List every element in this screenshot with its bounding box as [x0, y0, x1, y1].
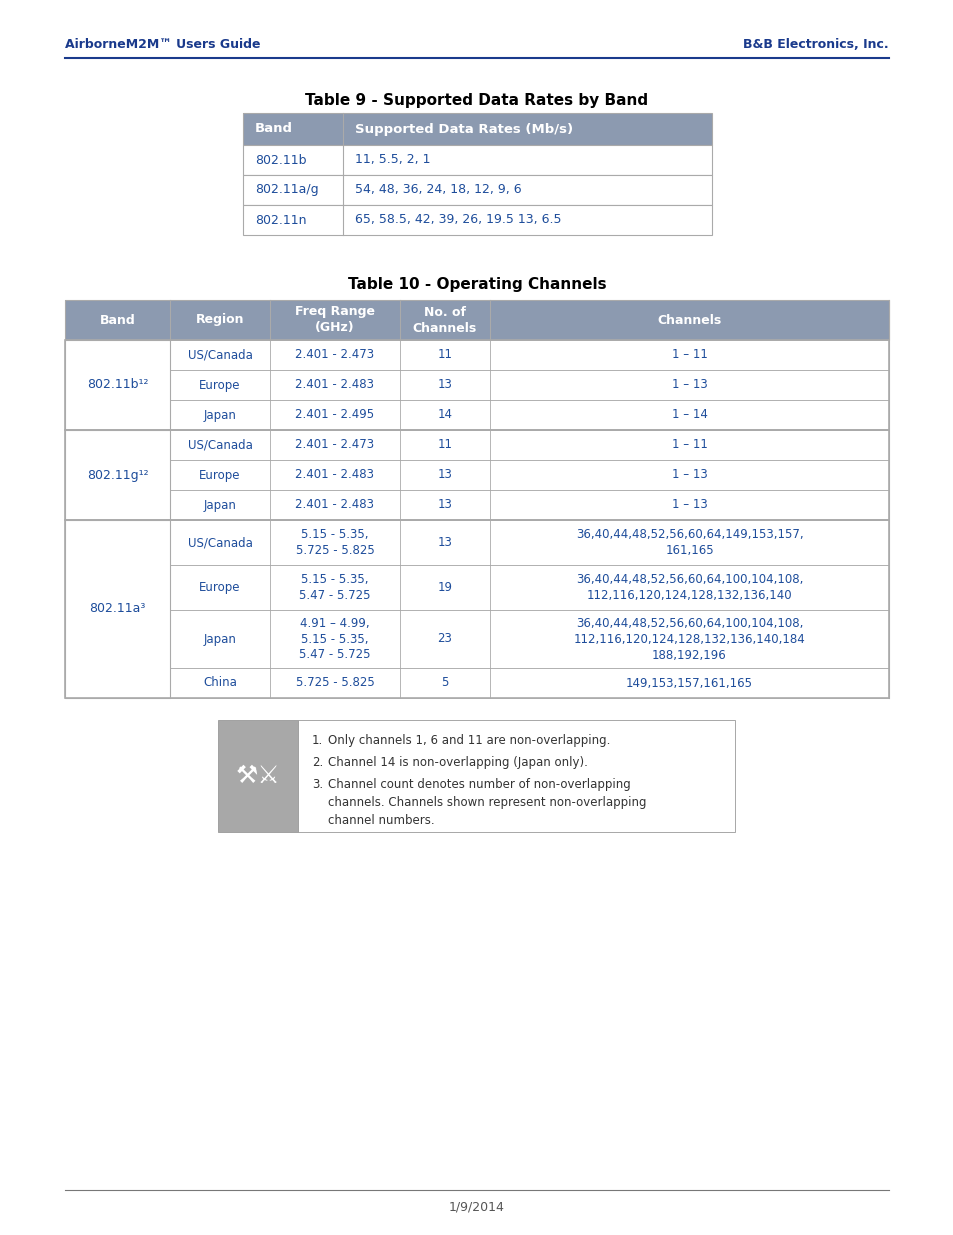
Text: No. of
Channels: No. of Channels — [413, 305, 476, 335]
Text: 13: 13 — [437, 499, 452, 511]
Text: 2.401 - 2.495: 2.401 - 2.495 — [295, 409, 375, 421]
Text: 13: 13 — [437, 536, 452, 550]
Text: 65, 58.5, 42, 39, 26, 19.5 13, 6.5: 65, 58.5, 42, 39, 26, 19.5 13, 6.5 — [355, 214, 561, 226]
Text: Table 10 - Operating Channels: Table 10 - Operating Channels — [347, 278, 606, 293]
Text: 11: 11 — [437, 348, 452, 362]
Text: Japan: Japan — [203, 499, 236, 511]
Text: Europe: Europe — [199, 378, 240, 391]
Text: Table 9 - Supported Data Rates by Band: Table 9 - Supported Data Rates by Band — [305, 93, 648, 107]
Bar — [65, 340, 170, 430]
Text: 13: 13 — [437, 468, 452, 482]
Bar — [297, 720, 734, 832]
Bar — [243, 144, 711, 175]
Text: 5.15 - 5.35,
5.725 - 5.825: 5.15 - 5.35, 5.725 - 5.825 — [295, 529, 374, 557]
Bar — [65, 490, 888, 520]
Text: 802.11b: 802.11b — [254, 153, 306, 167]
Text: ⚒⚔: ⚒⚔ — [235, 764, 280, 788]
Text: 14: 14 — [437, 409, 452, 421]
Bar — [65, 610, 888, 668]
Text: 36,40,44,48,52,56,60,64,100,104,108,
112,116,120,124,128,132,136,140,184
188,192: 36,40,44,48,52,56,60,64,100,104,108, 112… — [573, 616, 804, 662]
Bar — [65, 430, 888, 459]
Bar — [65, 668, 888, 698]
Text: 36,40,44,48,52,56,60,64,100,104,108,
112,116,120,124,128,132,136,140: 36,40,44,48,52,56,60,64,100,104,108, 112… — [576, 573, 802, 601]
Bar — [243, 112, 711, 144]
Text: 1 – 13: 1 – 13 — [671, 468, 706, 482]
Text: 2.401 - 2.473: 2.401 - 2.473 — [295, 348, 375, 362]
Text: 54, 48, 36, 24, 18, 12, 9, 6: 54, 48, 36, 24, 18, 12, 9, 6 — [355, 184, 521, 196]
Bar — [65, 340, 888, 370]
Text: 802.11n: 802.11n — [254, 214, 306, 226]
Text: 2.401 - 2.483: 2.401 - 2.483 — [295, 499, 375, 511]
Text: 5.15 - 5.35,
5.47 - 5.725: 5.15 - 5.35, 5.47 - 5.725 — [299, 573, 371, 601]
Text: Freq Range
(GHz): Freq Range (GHz) — [294, 305, 375, 335]
Text: 1/9/2014: 1/9/2014 — [449, 1200, 504, 1214]
Text: 1 – 13: 1 – 13 — [671, 378, 706, 391]
Text: 1 – 13: 1 – 13 — [671, 499, 706, 511]
Text: 2.: 2. — [312, 756, 323, 769]
Text: Only channels 1, 6 and 11 are non-overlapping.: Only channels 1, 6 and 11 are non-overla… — [328, 734, 610, 747]
Text: Region: Region — [195, 314, 244, 326]
Bar — [65, 520, 888, 698]
Text: 149,153,157,161,165: 149,153,157,161,165 — [625, 677, 752, 689]
Text: 2.401 - 2.483: 2.401 - 2.483 — [295, 468, 375, 482]
Text: 4.91 – 4.99,
5.15 - 5.35,
5.47 - 5.725: 4.91 – 4.99, 5.15 - 5.35, 5.47 - 5.725 — [299, 616, 371, 662]
Bar — [65, 370, 888, 400]
Text: 23: 23 — [437, 632, 452, 646]
Text: AirborneM2M™ Users Guide: AirborneM2M™ Users Guide — [65, 38, 260, 52]
Text: 1 – 14: 1 – 14 — [671, 409, 707, 421]
Bar — [65, 300, 888, 340]
Bar — [65, 459, 888, 490]
Bar — [65, 340, 888, 430]
Text: 11, 5.5, 2, 1: 11, 5.5, 2, 1 — [355, 153, 430, 167]
Text: Channel 14 is non-overlapping (Japan only).: Channel 14 is non-overlapping (Japan onl… — [328, 756, 587, 769]
Text: Europe: Europe — [199, 468, 240, 482]
Text: Japan: Japan — [203, 632, 236, 646]
Text: China: China — [203, 677, 236, 689]
Text: 5: 5 — [441, 677, 448, 689]
Text: 802.11a³: 802.11a³ — [90, 603, 146, 615]
Text: Channel count denotes number of non-overlapping
channels. Channels shown represe: Channel count denotes number of non-over… — [328, 778, 646, 827]
Bar — [65, 520, 170, 698]
Text: US/Canada: US/Canada — [188, 438, 253, 452]
Text: 802.11b¹²: 802.11b¹² — [87, 378, 148, 391]
Bar — [65, 520, 888, 564]
Text: Band: Band — [99, 314, 135, 326]
Bar — [218, 720, 297, 832]
Text: 802.11g¹²: 802.11g¹² — [87, 468, 148, 482]
Text: 2.401 - 2.483: 2.401 - 2.483 — [295, 378, 375, 391]
Bar — [65, 400, 888, 430]
Text: 11: 11 — [437, 438, 452, 452]
Text: 36,40,44,48,52,56,60,64,149,153,157,
161,165: 36,40,44,48,52,56,60,64,149,153,157, 161… — [575, 529, 802, 557]
Text: Japan: Japan — [203, 409, 236, 421]
Bar — [243, 205, 711, 235]
Text: B&B Electronics, Inc.: B&B Electronics, Inc. — [742, 38, 888, 52]
Text: 2.401 - 2.473: 2.401 - 2.473 — [295, 438, 375, 452]
Text: Europe: Europe — [199, 580, 240, 594]
Text: 3.: 3. — [312, 778, 323, 790]
Bar — [65, 430, 888, 520]
Text: US/Canada: US/Canada — [188, 348, 253, 362]
Text: 1 – 11: 1 – 11 — [671, 438, 707, 452]
Bar — [65, 430, 170, 520]
Text: US/Canada: US/Canada — [188, 536, 253, 550]
Text: Supported Data Rates (Mb/s): Supported Data Rates (Mb/s) — [355, 122, 573, 136]
Text: 1 – 11: 1 – 11 — [671, 348, 707, 362]
Bar — [243, 112, 711, 144]
Text: 802.11a/g: 802.11a/g — [254, 184, 318, 196]
Text: Channels: Channels — [657, 314, 720, 326]
Text: 19: 19 — [437, 580, 452, 594]
Text: 5.725 - 5.825: 5.725 - 5.825 — [295, 677, 374, 689]
Text: Band: Band — [254, 122, 293, 136]
Bar — [243, 175, 711, 205]
Text: 1.: 1. — [312, 734, 323, 747]
Text: 13: 13 — [437, 378, 452, 391]
Bar — [65, 564, 888, 610]
Bar — [65, 300, 888, 340]
